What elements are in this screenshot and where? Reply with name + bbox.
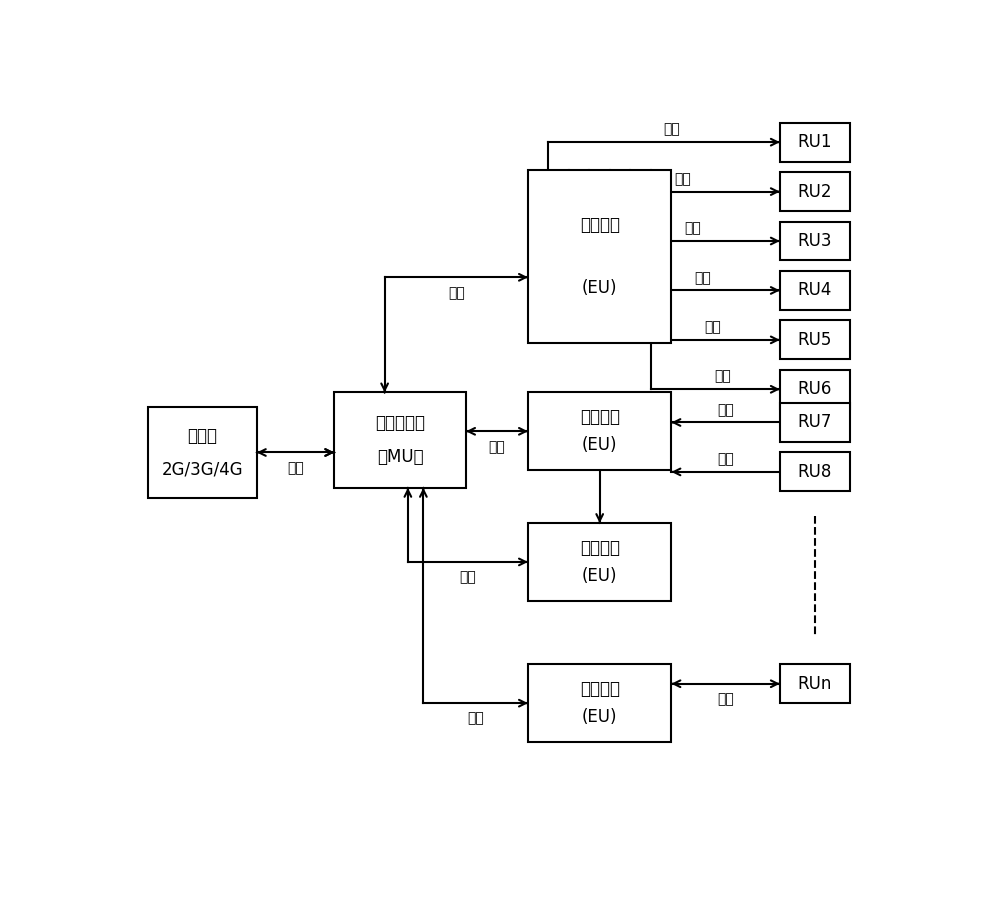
Text: 光纤: 光纤	[664, 123, 680, 137]
Text: RU7: RU7	[798, 414, 832, 432]
Text: 信号源: 信号源	[188, 427, 218, 445]
Text: 光纤: 光纤	[674, 171, 691, 186]
Bar	[780, 664, 850, 703]
Bar	[780, 172, 850, 211]
Text: (EU): (EU)	[582, 279, 617, 297]
Text: 光纤: 光纤	[717, 692, 734, 706]
Bar	[528, 523, 671, 601]
Text: （MU）: （MU）	[377, 448, 423, 467]
Text: 光纤: 光纤	[467, 712, 484, 725]
Text: 扩展单元: 扩展单元	[580, 408, 620, 426]
Text: 光纤: 光纤	[694, 271, 711, 285]
Text: RU3: RU3	[798, 232, 832, 250]
Text: RUn: RUn	[798, 675, 832, 692]
Text: 光纤: 光纤	[489, 440, 505, 454]
Text: RU2: RU2	[798, 182, 832, 201]
Bar	[780, 452, 850, 492]
Text: (EU): (EU)	[582, 708, 617, 726]
Text: (EU): (EU)	[582, 567, 617, 585]
Text: 馈线: 馈线	[287, 461, 304, 475]
Bar	[148, 406, 257, 499]
Text: 扩展单元: 扩展单元	[580, 216, 620, 235]
Text: 光纤: 光纤	[705, 320, 721, 334]
Text: 主接入单元: 主接入单元	[375, 414, 425, 432]
Text: RU1: RU1	[798, 133, 832, 151]
Text: 光纤: 光纤	[460, 570, 476, 584]
Text: RU5: RU5	[798, 331, 832, 348]
Bar	[528, 392, 671, 470]
Bar	[780, 123, 850, 161]
Text: 2G/3G/4G: 2G/3G/4G	[162, 460, 243, 478]
Text: 光纤: 光纤	[448, 286, 465, 300]
Text: RU8: RU8	[798, 463, 832, 481]
Bar	[334, 392, 466, 488]
Text: 扩展单元: 扩展单元	[580, 680, 620, 698]
Text: 扩展单元: 扩展单元	[580, 539, 620, 557]
Bar	[780, 370, 850, 409]
Text: 光纤: 光纤	[715, 370, 732, 383]
Text: (EU): (EU)	[582, 436, 617, 454]
Bar	[780, 271, 850, 310]
Text: RU4: RU4	[798, 282, 832, 300]
Text: RU6: RU6	[798, 381, 832, 398]
Bar	[528, 664, 671, 742]
Bar	[780, 320, 850, 359]
Bar	[780, 403, 850, 442]
Text: 光纤: 光纤	[684, 221, 701, 236]
Bar	[780, 222, 850, 260]
Text: 光纤: 光纤	[717, 403, 734, 416]
Text: 光纤: 光纤	[717, 452, 734, 466]
Bar	[528, 170, 671, 343]
